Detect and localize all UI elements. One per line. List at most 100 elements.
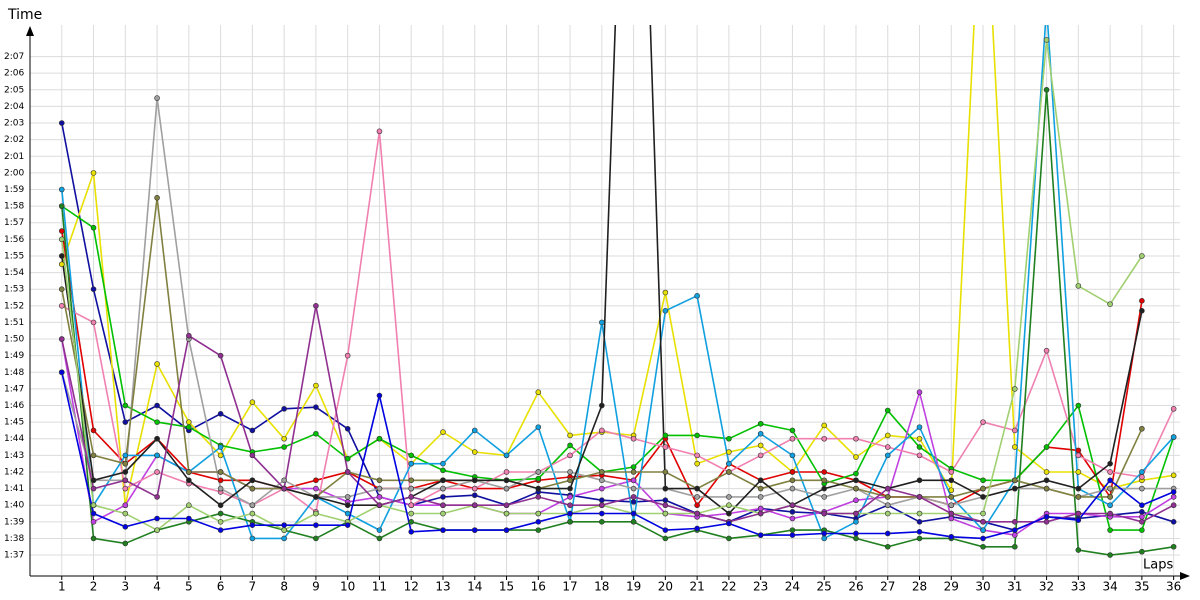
point: [884, 530, 891, 537]
point: [281, 444, 287, 450]
y-tick-label: 1:50: [4, 335, 24, 345]
point: [726, 435, 732, 442]
point: [821, 469, 827, 475]
point: [599, 427, 605, 434]
point: [313, 485, 319, 492]
point: [757, 505, 764, 512]
x-tick-label: 22: [721, 580, 736, 594]
point: [1043, 469, 1050, 475]
point: [1107, 527, 1113, 533]
point: [567, 452, 573, 459]
point: [313, 430, 319, 437]
point: [122, 485, 129, 492]
point: [376, 535, 383, 542]
point: [1075, 494, 1082, 500]
y-tick-label: 1:57: [4, 218, 24, 228]
point: [1075, 510, 1082, 517]
point: [186, 424, 192, 430]
point: [599, 319, 605, 326]
point: [186, 469, 192, 475]
x-tick-label: 15: [499, 580, 514, 594]
point: [789, 485, 796, 492]
point: [1043, 514, 1050, 520]
point: [853, 470, 859, 477]
point: [535, 389, 542, 396]
point: [567, 485, 573, 492]
point: [408, 510, 415, 517]
point: [599, 510, 605, 517]
point: [916, 528, 923, 535]
point: [567, 477, 573, 484]
point: [1139, 519, 1145, 525]
point: [440, 527, 446, 533]
y-tick-label: 2:07: [4, 52, 24, 62]
point: [90, 170, 97, 176]
point: [90, 427, 97, 434]
point: [90, 319, 97, 326]
point: [58, 261, 65, 268]
point: [1012, 427, 1018, 434]
point: [916, 510, 923, 517]
y-tick-label: 2:00: [4, 168, 24, 178]
x-tick-label: 23: [753, 580, 768, 594]
point: [154, 361, 160, 367]
point: [503, 510, 510, 517]
point: [90, 519, 97, 525]
point: [757, 430, 764, 437]
x-axis-title: Laps: [1143, 558, 1173, 573]
point: [408, 519, 415, 525]
point: [916, 444, 923, 450]
point: [757, 494, 764, 500]
point: [853, 485, 859, 492]
point: [376, 494, 383, 500]
point: [376, 435, 383, 442]
point: [440, 510, 446, 517]
point: [853, 477, 859, 484]
y-tick-label: 1:42: [4, 467, 24, 477]
point: [376, 477, 383, 484]
point: [599, 497, 605, 504]
point: [281, 435, 287, 442]
point: [440, 460, 446, 467]
point: [535, 510, 542, 517]
point: [630, 519, 637, 525]
point: [789, 532, 796, 538]
point: [1139, 425, 1145, 432]
point: [154, 469, 160, 475]
point: [122, 510, 129, 517]
point: [58, 120, 65, 126]
x-tick-label: 24: [785, 580, 800, 594]
point: [853, 454, 859, 460]
point: [313, 535, 319, 542]
point: [821, 510, 827, 517]
point: [186, 332, 192, 339]
point: [58, 203, 65, 209]
point: [726, 510, 732, 517]
point: [1139, 253, 1145, 259]
point: [249, 502, 256, 509]
point: [122, 540, 129, 547]
point: [599, 469, 605, 475]
point: [599, 485, 605, 492]
point: [471, 485, 478, 492]
point: [440, 485, 446, 492]
point: [1012, 477, 1018, 484]
x-tick-label: 3: [121, 580, 129, 594]
point: [249, 522, 256, 528]
point: [376, 392, 383, 399]
point: [1075, 469, 1082, 475]
point: [535, 494, 542, 500]
point: [122, 419, 129, 425]
y-tick-label: 1:37: [4, 551, 24, 561]
y-tick-label: 1:45: [4, 418, 24, 428]
point: [471, 502, 478, 509]
point: [408, 452, 415, 459]
point: [916, 477, 923, 484]
point: [884, 502, 891, 509]
point: [408, 502, 415, 509]
x-tick-label: 5: [185, 580, 193, 594]
y-tick-label: 1:59: [4, 185, 24, 195]
point: [1139, 469, 1145, 475]
point: [503, 527, 510, 533]
point: [599, 519, 605, 525]
